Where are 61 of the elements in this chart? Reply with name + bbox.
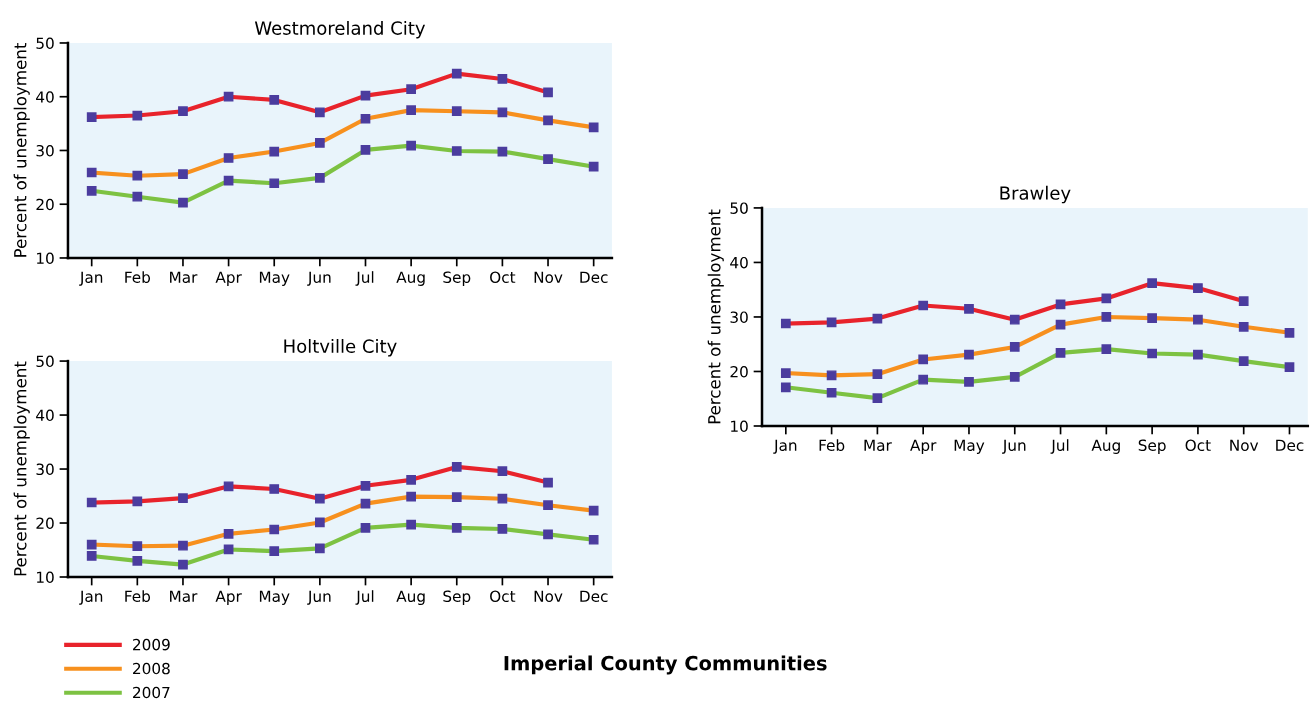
- x-tick-label: Feb: [819, 439, 845, 452]
- x-tick-label: Feb: [125, 271, 151, 283]
- legend-label: 2008: [133, 662, 170, 675]
- y-tick-label: 50: [36, 37, 54, 49]
- y-tick-label: 10: [37, 252, 54, 264]
- x-tick-label: Nov: [534, 590, 563, 603]
- x-tick-label: Nov: [1230, 439, 1259, 452]
- x-tick-label: Jun: [307, 271, 331, 286]
- x-tick-label: Dec: [1276, 439, 1304, 452]
- x-tick-label: Jun: [307, 590, 331, 605]
- x-tick-label: Jul: [1050, 439, 1069, 454]
- y-tick-label: 50: [36, 355, 54, 368]
- y-tick-label: 30: [730, 311, 748, 323]
- y-tick-label: 20: [36, 517, 54, 530]
- x-tick-label: Dec: [580, 590, 608, 603]
- x-tick-label: Aug: [396, 590, 425, 605]
- y-tick-label: 10: [37, 571, 54, 584]
- x-tick-label: Sep: [1138, 439, 1166, 454]
- x-tick-label: May: [954, 439, 985, 454]
- chart-title: Brawley: [1000, 185, 1071, 204]
- x-tick-label: Nov: [534, 271, 563, 283]
- x-tick-label: May: [259, 271, 290, 286]
- legend-label: 2009: [133, 638, 170, 651]
- x-tick-label: Oct: [490, 271, 516, 283]
- y-tick-label: 30: [36, 463, 54, 476]
- x-tick-label: May: [259, 590, 290, 605]
- x-tick-label: Apr: [910, 439, 937, 454]
- x-tick-label: Jan: [79, 590, 103, 605]
- x-tick-label: Feb: [125, 590, 151, 603]
- legend-label: 2007: [133, 686, 170, 699]
- text: Imperial County Communities: [504, 655, 827, 675]
- x-tick-label: Oct: [490, 590, 516, 603]
- y-axis-title: Percent of unemployment: [13, 361, 30, 576]
- y-tick-label: 20: [730, 365, 748, 378]
- chart-title: Westmoreland City: [254, 20, 426, 39]
- y-axis-title: Percent of unemployment: [707, 209, 724, 424]
- y-axis-title: Percent of unemployment: [13, 42, 30, 257]
- y-tick-label: 40: [36, 409, 54, 422]
- x-tick-label: Oct: [1185, 439, 1211, 452]
- x-tick-label: Jul: [355, 271, 374, 286]
- x-tick-label: Apr: [215, 271, 242, 286]
- x-tick-label: Sep: [443, 590, 471, 605]
- x-tick-label: Jan: [773, 439, 797, 454]
- x-tick-label: Dec: [580, 271, 608, 283]
- x-tick-label: Aug: [1091, 439, 1120, 454]
- x-tick-label: Aug: [396, 271, 425, 286]
- y-tick-label: 20: [36, 198, 54, 211]
- x-tick-label: Jul: [355, 590, 374, 605]
- x-tick-label: Mar: [864, 439, 892, 452]
- y-tick-label: 50: [730, 202, 748, 214]
- x-tick-label: Jan: [79, 271, 103, 286]
- x-tick-label: Sep: [443, 271, 471, 286]
- x-tick-label: Mar: [170, 271, 198, 283]
- x-tick-label: Mar: [170, 590, 198, 603]
- y-tick-label: 40: [36, 91, 54, 103]
- chart-title: Holtville City: [284, 339, 397, 357]
- x-tick-label: Jun: [1002, 439, 1026, 454]
- y-tick-label: 10: [731, 420, 748, 433]
- x-tick-label: Apr: [215, 590, 242, 605]
- y-tick-label: 40: [730, 256, 748, 269]
- y-tick-label: 30: [36, 144, 54, 157]
